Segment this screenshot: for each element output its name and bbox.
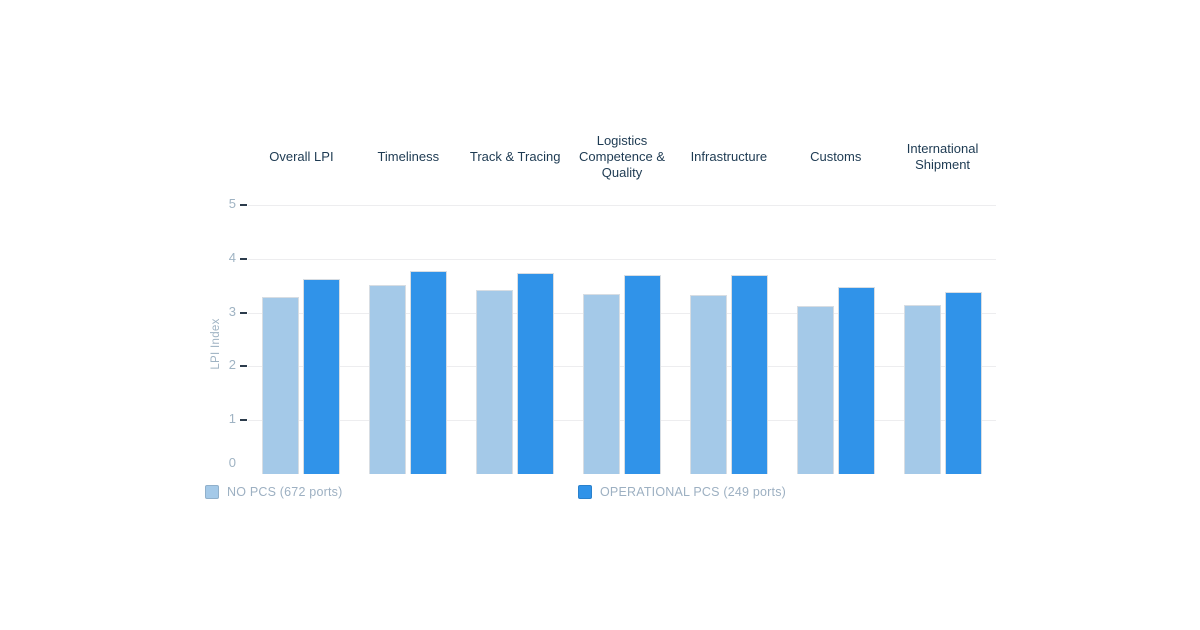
- grid-line: [248, 366, 996, 368]
- bar[interactable]: [303, 278, 341, 474]
- bar[interactable]: [624, 274, 661, 474]
- bar-group: [889, 205, 996, 474]
- category-header: Infrastructure: [690, 149, 768, 165]
- y-tick-mark: [240, 311, 247, 314]
- category-header: International Shipment: [906, 141, 979, 172]
- bar[interactable]: [944, 292, 982, 474]
- y-tick-label: 4: [228, 249, 236, 265]
- legend-label: NO PCS (672 ports): [227, 484, 343, 499]
- bar[interactable]: [837, 287, 875, 474]
- y-tick-label: 0: [228, 455, 236, 470]
- y-tick-label: 3: [228, 303, 236, 319]
- grid-line: [248, 420, 996, 422]
- category-headers: Overall LPI Timeliness Track & Tracing Logi…: [248, 122, 996, 192]
- grid-line: [248, 205, 996, 206]
- bar[interactable]: [583, 293, 620, 474]
- bar-group: [675, 205, 782, 474]
- legend-label: OPERATIONAL PCS (249 ports): [600, 484, 787, 499]
- y-axis-label: LPI Index: [210, 318, 222, 370]
- bar-group: [569, 205, 676, 474]
- y-tick-mark: [240, 365, 247, 368]
- grid-line: [248, 258, 996, 260]
- bar-group: [355, 205, 462, 474]
- bar-group: [462, 205, 569, 474]
- legend-swatch-icon: [205, 484, 219, 499]
- bar[interactable]: [369, 284, 407, 474]
- legend-item[interactable]: OPERATIONAL PCS (249 ports): [578, 484, 786, 499]
- bar[interactable]: [730, 274, 768, 474]
- legend: NO PCS (672 ports) OPERATIONAL PCS (249 p…: [0, 484, 1200, 500]
- category-header: Timeliness: [377, 149, 440, 165]
- bar[interactable]: [262, 296, 300, 474]
- y-tick-mark: [240, 204, 247, 206]
- category-header: Logistics Competence & Quality: [579, 133, 665, 180]
- category-header: Customs: [810, 149, 862, 165]
- bar[interactable]: [410, 271, 448, 474]
- y-tick-mark: [240, 419, 247, 422]
- y-tick-label: 1: [228, 411, 236, 427]
- bar[interactable]: [796, 306, 834, 474]
- legend-swatch-icon: [578, 484, 592, 499]
- bar[interactable]: [517, 273, 555, 474]
- grid-line: [248, 312, 996, 314]
- bar-group: [782, 205, 889, 474]
- bar[interactable]: [476, 290, 514, 474]
- legend-item[interactable]: NO PCS (672 ports): [205, 484, 342, 499]
- category-header: Track & Tracing: [469, 149, 561, 165]
- bar-group: [248, 205, 355, 474]
- y-tick-label: 2: [228, 357, 236, 373]
- category-header: Overall LPI: [269, 149, 334, 165]
- bar-groups: [248, 205, 996, 474]
- bar[interactable]: [689, 294, 727, 474]
- y-tick-label: 5: [228, 196, 236, 211]
- bar[interactable]: [903, 305, 941, 474]
- y-tick-mark: [240, 257, 247, 260]
- plot-area: 0 1 2 3 4 5: [229, 196, 996, 474]
